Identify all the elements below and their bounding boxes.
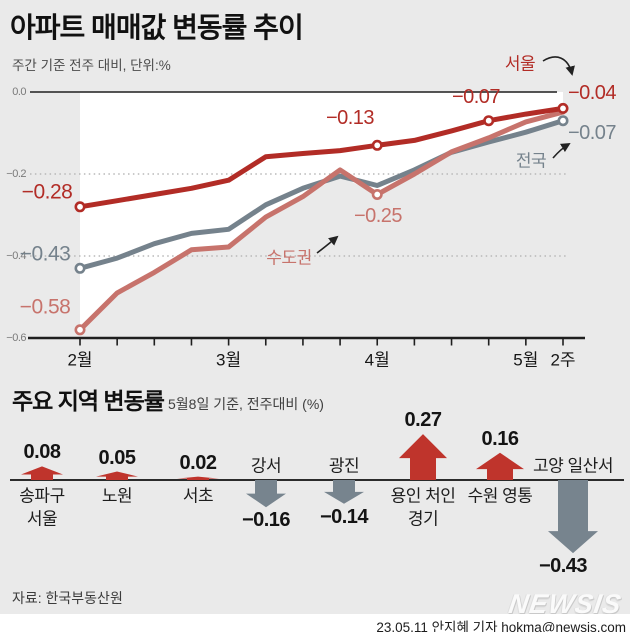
- x-label-5월: 5월: [513, 350, 539, 370]
- bar-value-suwon-yeongtong: 0.16: [481, 427, 519, 450]
- bar-region-gangseo: 강서: [250, 456, 282, 476]
- bar-value-seocho: 0.02: [179, 451, 217, 474]
- region-bar-chart: [10, 434, 624, 554]
- arrow-up-seocho: [177, 476, 219, 480]
- source-note: 자료: 한국부동산원: [12, 590, 123, 606]
- callout-seoul-end: −0.04: [567, 82, 617, 104]
- marker-seoul-11: [483, 115, 495, 127]
- pointer-arrow-seoul: [542, 56, 575, 76]
- bar-region-suwon-yeongtong: 수원 영통: [467, 486, 533, 506]
- arrow-up-songpa: [21, 466, 63, 480]
- bar-region-nowon: 노원: [101, 486, 133, 506]
- callout-seoul-april: −0.13: [325, 107, 375, 129]
- bar-value-yongin-cheoin: 0.27: [404, 409, 442, 432]
- bottom-strip: [0, 614, 630, 632]
- series-line-metro: [77, 109, 566, 333]
- arrow-up-nowon: [96, 471, 138, 480]
- marker-seoul-8: [371, 139, 383, 151]
- section2-title: 주요 지역 변동률: [12, 388, 165, 414]
- callout-metro-start: −0.58: [19, 295, 71, 319]
- callout-nationwide-start: −0.43: [19, 242, 71, 266]
- x-label-4월: 4월: [364, 350, 390, 370]
- callout-nationwide-end: −0.07: [567, 122, 617, 144]
- series-line-seoul: [77, 105, 566, 210]
- bar-value-songpa: 0.08: [23, 441, 61, 464]
- bar-value-gangseo: −0.16: [241, 509, 291, 532]
- y-tick-label: 0.0: [12, 86, 26, 98]
- marker-seoul-13: [557, 102, 569, 114]
- arrow-down-goyang-ilsanseo: [548, 480, 598, 554]
- bar-region-gwangjin: 광진: [328, 456, 360, 476]
- pointer-arrow-nationwide: [552, 143, 571, 159]
- page-subtitle: 주간 기준 전주 대비, 단위:%: [12, 58, 171, 73]
- x-label-3월: 3월: [216, 350, 242, 370]
- series-label-seoul: 서울: [504, 54, 536, 74]
- bar-value-gwangjin: −0.14: [319, 505, 369, 528]
- x-label-2주: 2주: [550, 350, 576, 370]
- callout-metro-april: −0.25: [353, 205, 403, 227]
- series-line-nationwide: [77, 118, 566, 271]
- callout-seoul-start: −0.28: [21, 180, 73, 204]
- y-tick-label: −0.4: [6, 250, 26, 262]
- callout-seoul-may-week1: −0.07: [451, 86, 501, 108]
- credit-line: 23.05.11 안지혜 기자 hokma@newsis.com: [376, 620, 626, 632]
- y-tick-label: −0.2: [6, 168, 26, 180]
- bar-value-goyang-ilsanseo: −0.43: [538, 555, 588, 578]
- arrow-up-suwon-yeongtong: [476, 452, 524, 480]
- bar-region-songpa: 송파구: [19, 486, 65, 506]
- series-label-nationwide: 전국: [515, 151, 547, 171]
- marker-metro-0: [74, 324, 86, 336]
- marker-nationwide-0: [74, 262, 86, 274]
- bar-region-goyang-ilsanseo: 고양 일산서: [533, 456, 613, 476]
- line-chart: [28, 56, 585, 346]
- marker-metro-8: [371, 189, 383, 201]
- bar-value-nowon: 0.05: [98, 446, 136, 469]
- pointer-arrow-metro: [316, 235, 339, 254]
- arrow-up-yongin-cheoin: [399, 434, 447, 480]
- bar-province-songpa: 서울: [26, 509, 58, 529]
- arrow-down-gangseo: [246, 480, 286, 508]
- section2-subtitle: 5월8일 기준, 전주대비 (%): [168, 396, 324, 412]
- bar-region-yongin-cheoin: 용인 처인: [390, 486, 456, 506]
- arrow-down-gwangjin: [324, 480, 364, 504]
- bar-province-yongin-cheoin: 경기: [407, 509, 439, 529]
- x-label-2월: 2월: [67, 350, 93, 370]
- marker-seoul-0: [74, 201, 86, 213]
- bar-region-seocho: 서초: [182, 486, 214, 506]
- series-label-metro: 수도권: [266, 248, 312, 268]
- plot-background: [80, 92, 563, 330]
- y-tick-label: −0.6: [6, 332, 26, 344]
- marker-nationwide-13: [557, 115, 569, 127]
- page-title: 아파트 매매값 변동률 추이: [10, 12, 304, 43]
